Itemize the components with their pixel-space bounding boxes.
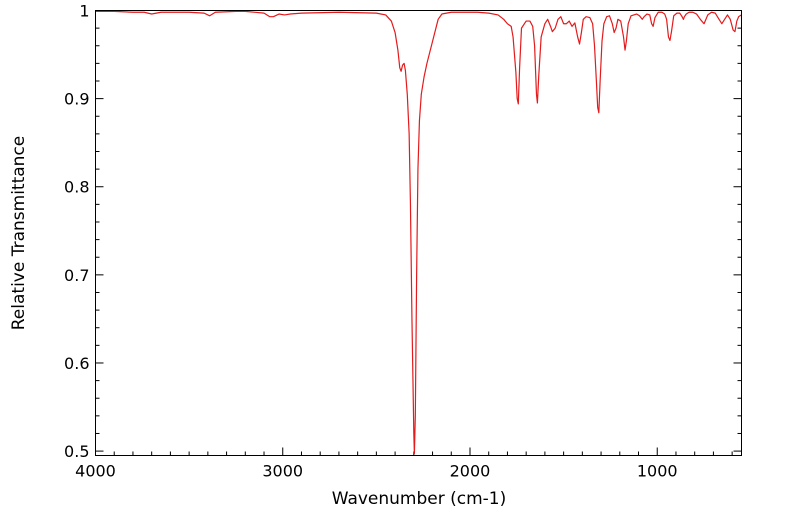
y-axis-title: Relative Transmittance <box>9 136 29 331</box>
y-tick-label: 0.8 <box>64 178 89 197</box>
x-axis-title: Wavenumber (cm-1) <box>332 489 507 509</box>
y-tick-label: 0.6 <box>64 354 89 373</box>
series-layer <box>95 10 742 455</box>
y-tick-label: 1 <box>79 2 89 21</box>
axis-ticks <box>95 10 742 456</box>
spectrum-line <box>95 10 742 455</box>
x-tick-label: 2000 <box>450 462 491 481</box>
tick-labels: 4000 3000 2000 1000 0.5 0.6 0.7 0.8 0.9 1 <box>64 2 678 481</box>
plot-frame <box>95 10 742 456</box>
x-tick-label: 1000 <box>637 462 678 481</box>
x-tick-label: 3000 <box>262 462 303 481</box>
y-tick-label: 0.9 <box>64 90 89 109</box>
y-tick-label: 0.5 <box>64 442 89 461</box>
y-tick-label: 0.7 <box>64 266 89 285</box>
x-tick-label: 4000 <box>75 462 116 481</box>
